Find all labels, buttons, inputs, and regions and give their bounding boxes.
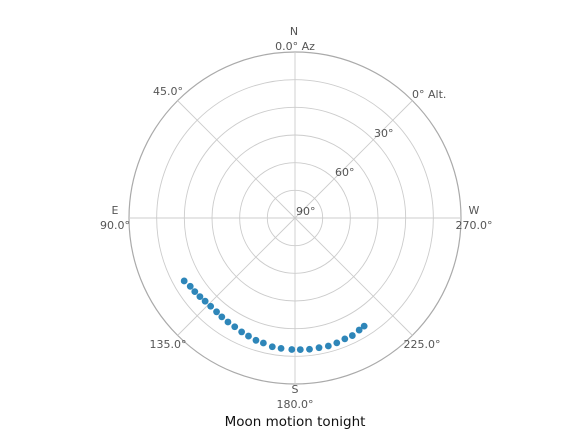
moon-position-point-12 (252, 336, 260, 344)
moon-position-point-8 (224, 318, 232, 326)
moon-position-point-13 (259, 339, 267, 347)
azimuth-tick-label-0: 0.0° Az (275, 40, 315, 53)
cardinal-label-south: S (292, 383, 299, 396)
chart-title: Moon motion tonight (225, 414, 366, 430)
cardinal-label-north: N (290, 25, 298, 38)
moon-position-point-15 (277, 345, 285, 352)
cardinal-label-west: W (469, 204, 480, 217)
azimuth-tick-label-90: 90.0° (100, 219, 130, 232)
polar-grid (128, 51, 462, 385)
moon-position-point-11 (245, 332, 252, 340)
moon-position-point-17 (296, 346, 304, 353)
moon-position-point-5 (207, 302, 215, 310)
moon-position-point-14 (268, 343, 276, 351)
moon-position-point-23 (348, 332, 356, 339)
azimuth-tick-label-225: 225.0° (404, 338, 441, 351)
moon-position-point-0 (180, 277, 188, 285)
azimuth-tick-label-45: 45.0° (153, 85, 183, 98)
moon-position-point-6 (213, 308, 220, 316)
moon-position-point-18 (306, 345, 313, 353)
altitude-tick-label-60: 60° (335, 166, 355, 179)
moon-position-point-10 (238, 328, 246, 336)
altitude-tick-label-90: 90° (296, 205, 316, 218)
altitude-tick-label-30: 30° (374, 127, 394, 140)
moon-position-point-3 (196, 293, 204, 301)
moon-position-point-1 (186, 282, 194, 290)
moon-position-point-25 (360, 322, 368, 330)
moon-position-point-20 (324, 342, 332, 350)
moon-position-point-22 (341, 335, 349, 343)
azimuth-spoke-225 (294, 217, 413, 336)
azimuth-spoke-315 (294, 100, 413, 219)
moon-position-point-9 (231, 323, 239, 331)
moon-position-point-16 (288, 346, 296, 353)
azimuth-spoke-135 (177, 217, 296, 336)
moon-position-point-24 (355, 326, 363, 334)
moon-position-point-4 (201, 297, 209, 305)
azimuth-spoke-45 (177, 100, 296, 219)
data-points (180, 277, 368, 353)
moon-position-point-19 (315, 344, 323, 352)
moon-position-point-2 (191, 288, 199, 295)
moon-position-point-7 (218, 313, 226, 321)
moon-position-point-21 (333, 339, 341, 347)
altitude-zero-label: 0° Alt. (412, 88, 446, 101)
azimuth-tick-label-135: 135.0° (150, 338, 187, 351)
azimuth-tick-label-180: 180.0° (277, 398, 314, 411)
azimuth-tick-label-270: 270.0° (456, 219, 493, 232)
cardinal-label-east: E (112, 204, 119, 217)
